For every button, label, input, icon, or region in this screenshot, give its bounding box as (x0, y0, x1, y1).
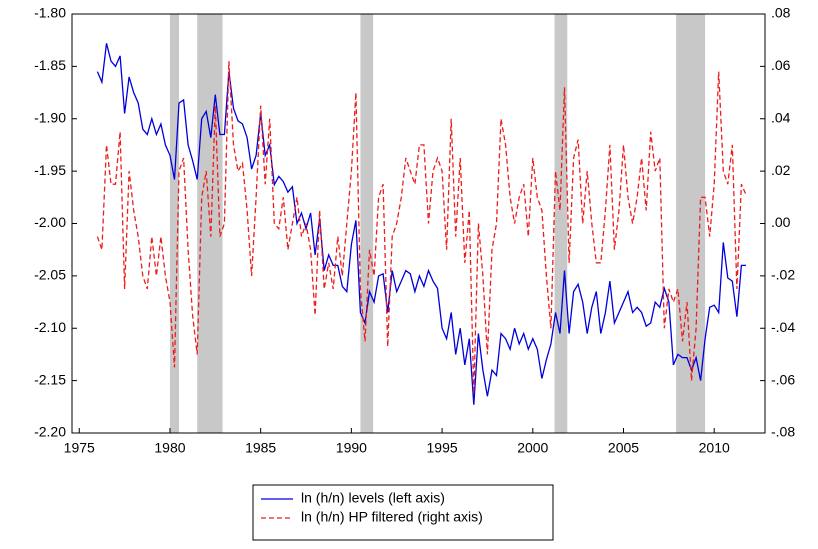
recession-shade (360, 14, 374, 433)
y-tick-label: -1.90 (34, 109, 66, 125)
y-tick-label: -1.95 (34, 162, 66, 178)
recession-shade (169, 14, 180, 433)
y-tick-label: -1.80 (34, 5, 66, 21)
y-tick-label: -2.10 (34, 319, 66, 335)
y2-tick-label: -.08 (771, 424, 795, 440)
series-line (96, 43, 746, 405)
recession-shade (676, 14, 706, 433)
y2-tick-label: -.06 (771, 371, 795, 387)
y-tick-label: -2.00 (34, 214, 66, 230)
recession-shade (554, 14, 568, 433)
y2-tick-label: .02 (771, 162, 791, 178)
legend-label: ln (h/n) HP filtered (right axis) (301, 509, 483, 525)
x-tick-label: 2000 (517, 440, 548, 456)
y2-tick-label: -.04 (771, 319, 795, 335)
y-tick-label: -2.15 (34, 371, 66, 387)
x-tick-label: 1990 (336, 440, 367, 456)
x-tick-label: 1975 (64, 440, 95, 456)
y2-tick-label: .06 (771, 57, 791, 73)
legend-box (252, 484, 554, 541)
y2-tick-label: .04 (771, 109, 791, 125)
plot-frame (71, 13, 766, 434)
legend-label: ln (h/n) levels (left axis) (301, 490, 445, 506)
y-tick-label: -2.20 (34, 424, 66, 440)
y2-tick-label: -.02 (771, 267, 795, 283)
x-tick-label: 1995 (427, 440, 458, 456)
x-tick-label: 1985 (245, 440, 276, 456)
x-tick-label: 2005 (608, 440, 639, 456)
x-tick-label: 1980 (154, 440, 185, 456)
x-tick-label: 2010 (699, 440, 730, 456)
y2-tick-label: .08 (771, 5, 791, 21)
y2-tick-label: .00 (771, 214, 791, 230)
y-tick-label: -2.05 (34, 267, 66, 283)
y-tick-label: -1.85 (34, 57, 66, 73)
series-line (96, 61, 747, 394)
